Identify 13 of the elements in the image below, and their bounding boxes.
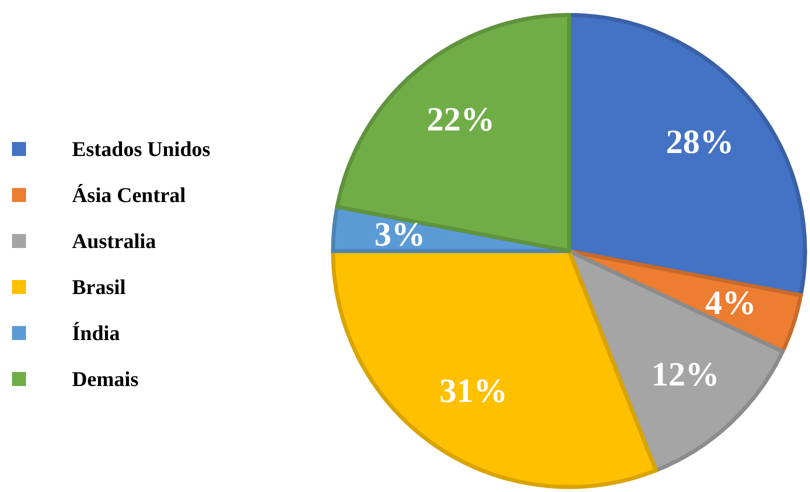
data-label: 22% bbox=[426, 102, 495, 139]
data-label: 12% bbox=[651, 356, 720, 394]
data-label: 31% bbox=[439, 373, 508, 410]
legend-label: Demais bbox=[72, 366, 138, 392]
data-label: 4% bbox=[705, 285, 756, 322]
legend-label: Índia bbox=[72, 320, 120, 346]
data-label: 3% bbox=[374, 216, 426, 254]
legend-label: Estados Unidos bbox=[72, 136, 210, 162]
legend-label: Brasil bbox=[72, 274, 126, 300]
legend-label: Ásia Central bbox=[72, 182, 186, 208]
legend-label: Australia bbox=[72, 228, 156, 254]
pie-slice bbox=[335, 13, 571, 253]
data-label: 28% bbox=[666, 124, 734, 162]
